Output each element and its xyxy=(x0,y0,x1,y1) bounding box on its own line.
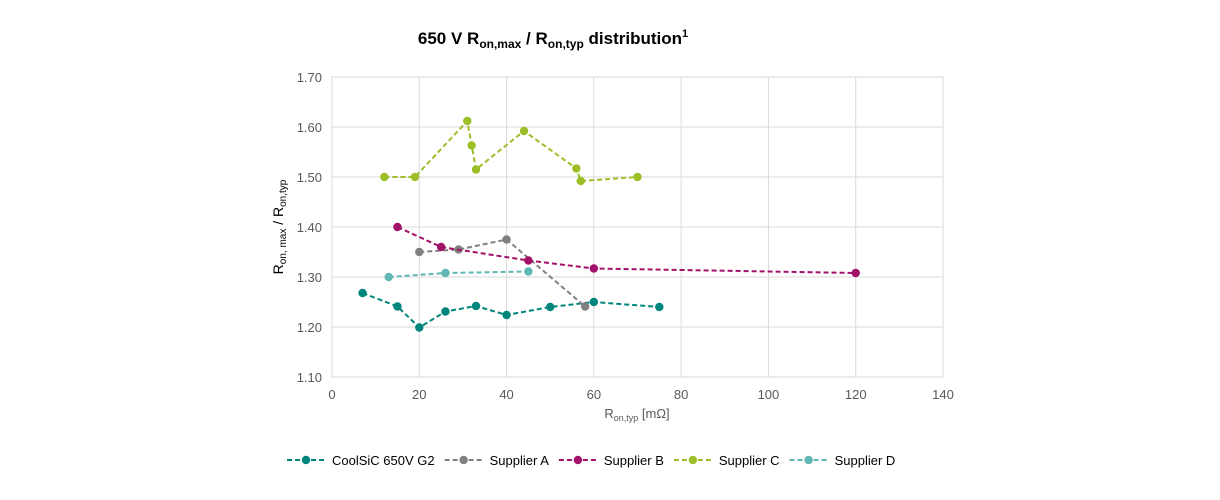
series-supplier-d xyxy=(384,267,533,282)
data-point xyxy=(471,301,481,311)
legend-item-supplier-a: Supplier A xyxy=(444,453,550,468)
x-tick-label: 140 xyxy=(932,387,954,402)
legend-marker xyxy=(301,455,311,465)
legend-label: Supplier C xyxy=(719,453,780,468)
series-line xyxy=(419,238,586,308)
series-supplier-b xyxy=(393,222,860,278)
legend-item-supplier-b: Supplier B xyxy=(558,453,664,468)
y-tick-label: 1.60 xyxy=(297,120,322,135)
series-layer xyxy=(358,116,860,332)
x-tick-label: 80 xyxy=(674,387,688,402)
y-tick-label: 1.70 xyxy=(297,70,322,85)
x-tick-label: 40 xyxy=(499,387,513,402)
data-point xyxy=(441,307,450,316)
y-tick-label: 1.40 xyxy=(297,220,322,235)
legend-marker xyxy=(573,455,583,465)
data-point xyxy=(502,310,511,320)
data-point xyxy=(463,116,472,126)
y-tick-label: 1.50 xyxy=(297,170,322,185)
data-point xyxy=(589,264,599,273)
legend-item-coolsic-650v-g2: CoolSiC 650V G2 xyxy=(287,453,435,468)
x-tick-label: 0 xyxy=(328,387,335,402)
y-tick-labels: 1.10 1.20 1.30 1.40 1.50 1.60 1.70 xyxy=(297,70,322,385)
data-point xyxy=(467,141,476,150)
x-tick-label: 60 xyxy=(587,387,601,402)
legend-label: Supplier B xyxy=(604,453,664,468)
legend-label: Supplier A xyxy=(490,453,550,468)
legend-marker xyxy=(804,455,813,465)
legend: CoolSiC 650V G2 Supplier A Supplier B Suppl… xyxy=(287,453,895,468)
data-point xyxy=(524,256,533,265)
data-point xyxy=(441,268,450,278)
legend-item-supplier-c: Supplier C xyxy=(673,453,780,468)
y-tick-label: 1.10 xyxy=(297,370,322,385)
x-tick-label: 20 xyxy=(412,387,426,402)
data-point xyxy=(415,247,424,257)
series-coolsic-650v-g2 xyxy=(358,288,664,332)
data-point xyxy=(546,302,555,312)
x-tick-label: 120 xyxy=(845,387,867,402)
data-point xyxy=(415,323,424,332)
series-supplier-a xyxy=(415,235,590,311)
data-point xyxy=(655,302,664,312)
legend-label: CoolSiC 650V G2 xyxy=(332,453,435,468)
series-supplier-c xyxy=(380,116,642,186)
data-point xyxy=(572,164,581,173)
data-point xyxy=(580,302,590,311)
data-point xyxy=(524,267,533,276)
data-point xyxy=(393,302,402,311)
chart-title: 650 V Ron,max / Ron,typ distribution1 xyxy=(418,28,688,51)
y-tick-label: 1.30 xyxy=(297,270,322,285)
x-axis-label: Ron,typ [mΩ] xyxy=(604,406,669,423)
data-point xyxy=(851,268,860,278)
data-point xyxy=(384,272,393,282)
x-tick-label: 100 xyxy=(758,387,780,402)
data-point xyxy=(576,176,585,186)
legend-label: Supplier D xyxy=(835,453,896,468)
legend-marker xyxy=(688,455,698,465)
y-tick-label: 1.20 xyxy=(297,320,322,335)
data-point xyxy=(358,288,367,298)
data-point xyxy=(633,172,642,182)
data-point xyxy=(502,235,511,244)
data-point xyxy=(589,297,599,307)
y-axis-label: Ron, max / Ron,typ xyxy=(270,179,289,274)
data-point xyxy=(471,165,481,174)
data-point xyxy=(393,222,402,232)
x-tick-labels: 0 20 40 60 80 100 120 140 xyxy=(328,387,953,402)
legend-item-supplier-d: Supplier D xyxy=(789,453,896,468)
grid-lines xyxy=(331,76,944,378)
data-point xyxy=(519,126,529,136)
legend-marker xyxy=(459,455,468,465)
data-point xyxy=(436,242,446,252)
data-point xyxy=(380,172,389,182)
data-point xyxy=(410,172,420,182)
